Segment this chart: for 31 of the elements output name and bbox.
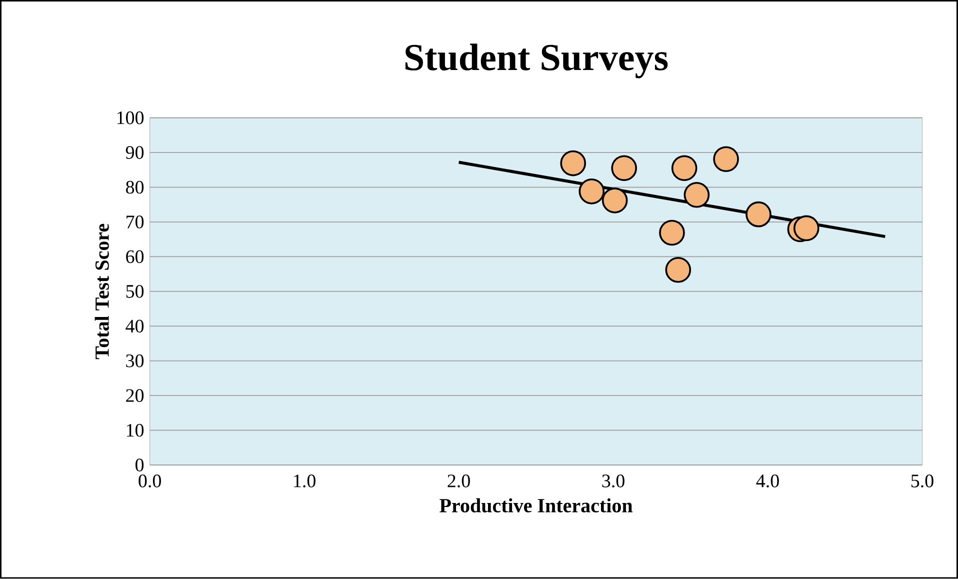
point bbox=[793, 215, 820, 242]
point bbox=[713, 146, 739, 172]
point bbox=[611, 155, 637, 182]
y-tick-label: 90 bbox=[126, 146, 144, 160]
point bbox=[602, 188, 628, 214]
point bbox=[684, 182, 710, 208]
y-tick-label: 10 bbox=[126, 424, 144, 437]
y-tick-label: 40 bbox=[126, 320, 144, 333]
y-tick-label: 100 bbox=[117, 112, 144, 124]
x-tick-label: 2.0 bbox=[448, 474, 470, 488]
x-tick-label: 3.0 bbox=[602, 474, 624, 488]
y-tick-label: 50 bbox=[126, 285, 144, 298]
point bbox=[659, 220, 685, 246]
x-tick-label: 1.0 bbox=[294, 474, 316, 488]
point bbox=[671, 155, 698, 182]
point bbox=[560, 150, 586, 176]
y-tick-label: 80 bbox=[126, 180, 144, 194]
x-tick-label: 5.0 bbox=[911, 474, 934, 488]
point bbox=[578, 178, 605, 204]
y-axis-title: Total Test Score bbox=[94, 224, 109, 360]
point bbox=[746, 202, 772, 228]
y-tick-label: 0 bbox=[136, 458, 144, 472]
y-tick-label: 30 bbox=[126, 354, 144, 368]
x-tick-label: 4.0 bbox=[756, 474, 779, 488]
point bbox=[665, 257, 692, 283]
x-tick-label: 0.0 bbox=[138, 474, 161, 488]
y-tick-label: 20 bbox=[126, 389, 144, 402]
chart-title: Student Surveys bbox=[405, 44, 668, 78]
y-tick-label: 70 bbox=[126, 216, 144, 228]
x-axis-title: Productive Interaction bbox=[440, 498, 633, 513]
y-tick-label: 60 bbox=[126, 250, 144, 264]
